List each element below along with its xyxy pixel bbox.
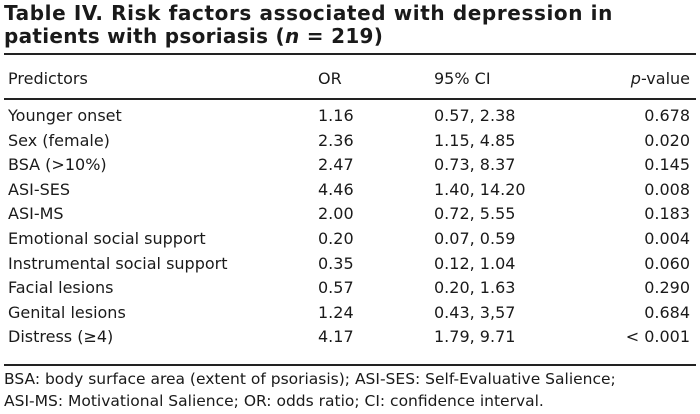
or-cell: 4.46 [318, 179, 354, 199]
table-row: Facial lesions 0.57 0.20, 1.63 0.290 [0, 276, 700, 301]
p-value-cell: 0.678 [644, 106, 690, 125]
p-value-cell: 0.020 [644, 130, 690, 150]
table-header: Predictors OR 95% CI p-value [0, 66, 700, 92]
p-value-cell: 0.008 [644, 179, 690, 199]
title-line-2-suffix: = 219) [299, 24, 384, 48]
header-p-suffix: -value [640, 69, 690, 88]
header-p-value: p-value [631, 66, 690, 92]
header-rule [4, 98, 696, 100]
ci-cell: 0.72, 5.55 [434, 204, 516, 224]
or-cell: 0.20 [318, 229, 354, 248]
header-or: OR [318, 69, 342, 88]
predictor-cell: Sex (female) [8, 130, 110, 150]
table-row: Genital lesions 1.24 0.43, 3,57 0.684 [0, 301, 700, 326]
predictor-cell: Younger onset [8, 106, 122, 125]
header-predictors: Predictors [8, 69, 88, 88]
title-line-2: patients with psoriasis (n = 219) [4, 25, 696, 48]
footnote-line-2: ASI-MS: Motivational Salience; OR: odds … [4, 392, 544, 410]
p-value-cell: 0.183 [644, 204, 690, 224]
table-title: Table IV. Risk factors associated with d… [4, 2, 696, 48]
predictor-cell: Genital lesions [8, 302, 126, 322]
title-n-symbol: n [285, 24, 300, 48]
predictor-cell: ASI-SES [8, 179, 71, 199]
p-value-cell: 0.004 [644, 229, 690, 248]
table-row: Distress (≥4) 4.17 1.79, 9.71 < 0.001 [0, 325, 700, 350]
or-cell: 0.35 [318, 253, 354, 273]
ci-cell: 1.15, 4.85 [434, 130, 516, 150]
ci-cell: 0.73, 8.37 [434, 155, 516, 175]
or-cell: 2.00 [318, 204, 354, 224]
ci-cell: 0.07, 0.59 [434, 229, 516, 248]
table-row: ASI-MS 2.00 0.72, 5.55 0.183 [0, 202, 700, 227]
table-row: Sex (female) 2.36 1.15, 4.85 0.020 [0, 129, 700, 154]
or-cell: 1.16 [318, 106, 354, 125]
p-value-cell: 0.145 [644, 155, 690, 175]
table-row: BSA (>10%) 2.47 0.73, 8.37 0.145 [0, 153, 700, 178]
p-value-cell: 0.684 [644, 302, 690, 322]
p-value-cell: 0.060 [644, 253, 690, 273]
table-footnote: BSA: body surface area (extent of psoria… [4, 368, 696, 412]
predictor-cell: Facial lesions [8, 278, 114, 298]
or-cell: 1.24 [318, 302, 354, 322]
ci-cell: 1.40, 14.20 [434, 179, 526, 199]
predictor-cell: Instrumental social support [8, 253, 228, 273]
table-row: Younger onset 1.16 0.57, 2.38 0.678 [0, 104, 700, 129]
bottom-rule [4, 364, 696, 366]
or-cell: 4.17 [318, 327, 354, 347]
title-line-2-prefix: patients with psoriasis ( [4, 24, 285, 48]
predictor-cell: BSA (>10%) [8, 155, 107, 175]
predictor-cell: Emotional social support [8, 229, 206, 248]
table-row: Emotional social support 0.20 0.07, 0.59… [0, 227, 700, 252]
predictor-cell: ASI-MS [8, 204, 64, 224]
title-line-1: Table IV. Risk factors associated with d… [4, 2, 613, 25]
ci-cell: 0.57, 2.38 [434, 106, 516, 125]
ci-cell: 0.12, 1.04 [434, 253, 516, 273]
table-row: Instrumental social support 0.35 0.12, 1… [0, 252, 700, 277]
p-value-cell: < 0.001 [625, 327, 690, 347]
or-cell: 0.57 [318, 278, 354, 298]
footnote-line-1: BSA: body surface area (extent of psoria… [4, 370, 616, 388]
table-row: ASI-SES 4.46 1.40, 14.20 0.008 [0, 178, 700, 203]
ci-cell: 1.79, 9.71 [434, 327, 516, 347]
header-p-symbol: p [630, 69, 641, 88]
or-cell: 2.36 [318, 130, 354, 150]
top-rule [4, 53, 696, 55]
predictor-cell: Distress (≥4) [8, 327, 114, 347]
ci-cell: 0.43, 3,57 [434, 302, 516, 322]
header-ci: 95% CI [434, 69, 491, 88]
ci-cell: 0.20, 1.63 [434, 278, 516, 298]
p-value-cell: 0.290 [644, 278, 690, 298]
or-cell: 2.47 [318, 155, 354, 175]
